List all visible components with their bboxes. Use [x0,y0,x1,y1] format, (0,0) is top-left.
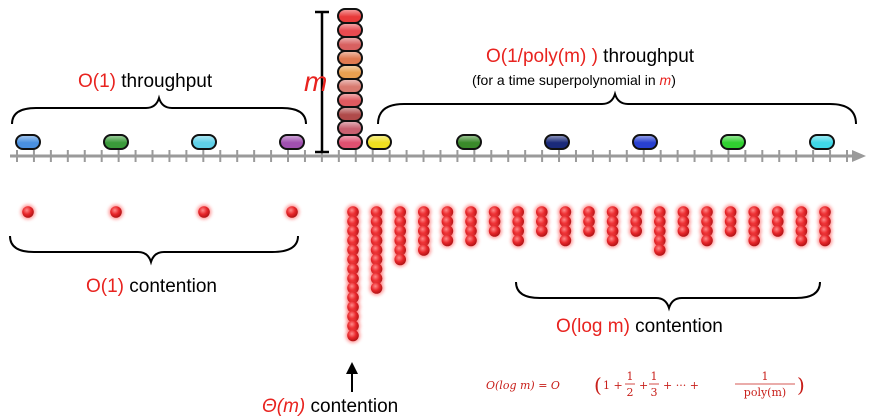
job-capsule-green [456,134,482,150]
formula-open-paren: ( [594,373,602,397]
o1-throughput-brace [11,94,307,125]
fraction-3-num: 1 [762,370,769,383]
theta-contention-label: Θ(m) contention [262,396,398,417]
fraction-2-num: 1 [651,370,658,383]
o1-throughput-label: O(1) throughput [78,71,213,92]
job-capsule-blue [632,134,658,150]
contention-dot [677,225,690,237]
job-capsule-cyan [809,134,835,150]
contention-dot [701,234,713,247]
contention-dot [748,234,760,247]
contention-dot [370,282,383,294]
contention-dot [512,234,524,247]
job-capsule-green [720,134,746,150]
contention-dot [198,206,210,218]
job-capsule-yellow [366,134,392,150]
contention-dot [583,225,595,237]
o1-contention-label: O(1) contention [86,276,217,297]
fraction-3-den: poly(m) [744,386,786,399]
timeline-axis [10,150,866,162]
formula-lhs: O(log m) = O [486,379,560,392]
poly-throughput-label: O(1/poly(m) ) throughput [486,46,695,67]
fraction-1-num: 1 [627,370,634,383]
log-contention-label: O(log m) contention [556,316,723,337]
stacked-job-capsule [337,106,363,122]
contention-dot [724,225,737,237]
contention-dot [654,244,666,256]
theta-arrow [346,362,358,392]
stacked-job-capsule [337,36,363,52]
contention-dot [795,234,808,247]
job-capsule-blue [15,134,41,150]
fraction-2-den: 3 [651,386,658,399]
formula-term-3: + ··· + [663,379,699,392]
formula-close-paren: ) [797,373,805,397]
contention-dot [606,234,619,247]
poly-throughput-note: (for a time superpolynomial in m) [472,72,676,88]
stacked-job-capsule [337,120,363,136]
contention-dot [559,234,572,247]
log-contention-brace [515,281,821,312]
timeline-ticks [16,150,848,162]
contention-dot [488,225,501,237]
contention-dot [536,225,548,237]
stacked-job-capsule [337,8,363,24]
stacked-job-capsule [337,78,363,94]
fraction-1-den: 2 [627,386,634,399]
contention-dot [110,206,122,218]
stacked-job-capsule [337,64,363,80]
stacked-job-capsule [337,22,363,38]
contention-dot [630,225,642,237]
job-capsule-green [103,134,129,150]
contention-dot [772,225,784,237]
m-label: m [304,66,327,97]
contention-dot [465,234,477,247]
contention-dot [819,234,831,247]
capsule-layer [15,8,835,150]
harmonic-formula: O(log m) = O ( 1 + 1 2 + 1 3 + ··· + 1 p… [486,370,805,399]
contention-dot [286,206,298,218]
contention-dot [394,253,407,266]
contention-dots [20,204,833,343]
poly-throughput-brace [377,90,857,125]
job-capsule-navy [544,134,570,150]
stacked-job-capsule [337,92,363,108]
job-capsule-purple [279,134,305,150]
stacked-job-capsule [337,134,363,150]
job-capsule-cyan [191,134,217,150]
contention-dot [347,329,359,342]
formula-term-2: + [639,379,648,392]
m-bracket [315,10,329,154]
contention-dot [22,206,34,218]
contention-dot [418,244,430,256]
o1-contention-brace [9,235,299,266]
formula-term-1: 1 + [603,379,623,392]
stacked-job-capsule [337,50,363,66]
contention-dot [441,234,454,247]
